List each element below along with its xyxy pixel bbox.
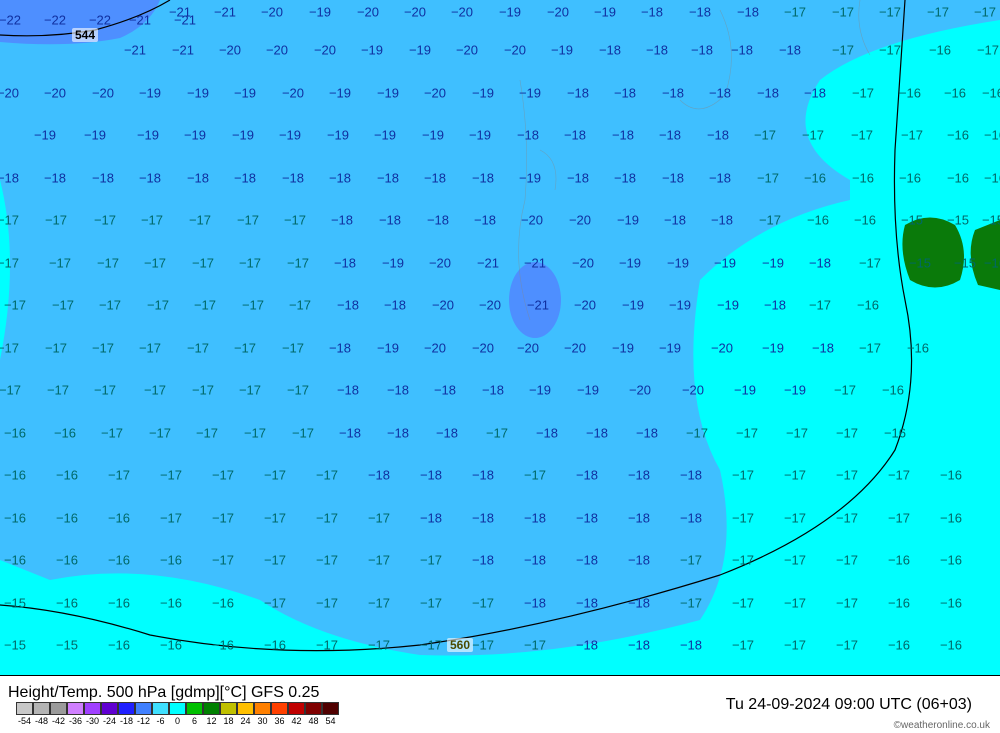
scale-swatch xyxy=(118,702,135,715)
scale-tick: -24 xyxy=(101,716,118,726)
copyright: ©weatheronline.co.uk xyxy=(894,720,990,731)
scale-tick: -54 xyxy=(16,716,33,726)
contour-label: 544 xyxy=(72,28,98,42)
scale-swatch xyxy=(254,702,271,715)
footer: Height/Temp. 500 hPa [gdmp][°C] GFS 0.25… xyxy=(0,675,1000,733)
scale-swatch xyxy=(288,702,305,715)
region-green xyxy=(902,218,1000,291)
scale-tick: -30 xyxy=(84,716,101,726)
scale-swatch xyxy=(237,702,254,715)
scale-tick: 18 xyxy=(220,716,237,726)
region-deep-blue xyxy=(509,262,561,338)
scale-tick: 0 xyxy=(169,716,186,726)
scale-tick: -42 xyxy=(50,716,67,726)
scale-tick: 54 xyxy=(322,716,339,726)
scale-swatch xyxy=(322,702,339,715)
scale-tick: 42 xyxy=(288,716,305,726)
scale-swatch xyxy=(135,702,152,715)
scale-tick: -18 xyxy=(118,716,135,726)
weather-map: −21−21−20−19−20−20−20−19−20−19−18−18−18−… xyxy=(0,0,1000,675)
scale-tick: 24 xyxy=(237,716,254,726)
scale-tick: -6 xyxy=(152,716,169,726)
scale-swatch xyxy=(271,702,288,715)
scale-tick: -48 xyxy=(33,716,50,726)
color-scale: -54-48-42-36-30-24-18-12-606121824303642… xyxy=(16,702,339,726)
scale-tick: -12 xyxy=(135,716,152,726)
scale-swatch xyxy=(16,702,33,715)
scale-tick: 36 xyxy=(271,716,288,726)
scale-swatch xyxy=(101,702,118,715)
chart-title: Height/Temp. 500 hPa [gdmp][°C] GFS 0.25 xyxy=(8,684,339,702)
map-svg xyxy=(0,0,1000,675)
scale-swatch xyxy=(186,702,203,715)
scale-tick: -36 xyxy=(67,716,84,726)
scale-tick: 30 xyxy=(254,716,271,726)
scale-swatch xyxy=(84,702,101,715)
scale-boxes xyxy=(16,702,339,715)
scale-swatch xyxy=(305,702,322,715)
scale-swatch xyxy=(33,702,50,715)
scale-swatch xyxy=(152,702,169,715)
scale-labels: -54-48-42-36-30-24-18-12-606121824303642… xyxy=(16,716,339,726)
scale-tick: 6 xyxy=(186,716,203,726)
scale-swatch xyxy=(169,702,186,715)
scale-swatch xyxy=(203,702,220,715)
scale-swatch xyxy=(220,702,237,715)
scale-tick: 48 xyxy=(305,716,322,726)
forecast-date: Tu 24-09-2024 09:00 UTC (06+03) xyxy=(726,696,972,714)
scale-swatch xyxy=(50,702,67,715)
contour-label: 560 xyxy=(447,638,473,652)
scale-tick: 12 xyxy=(203,716,220,726)
scale-swatch xyxy=(67,702,84,715)
